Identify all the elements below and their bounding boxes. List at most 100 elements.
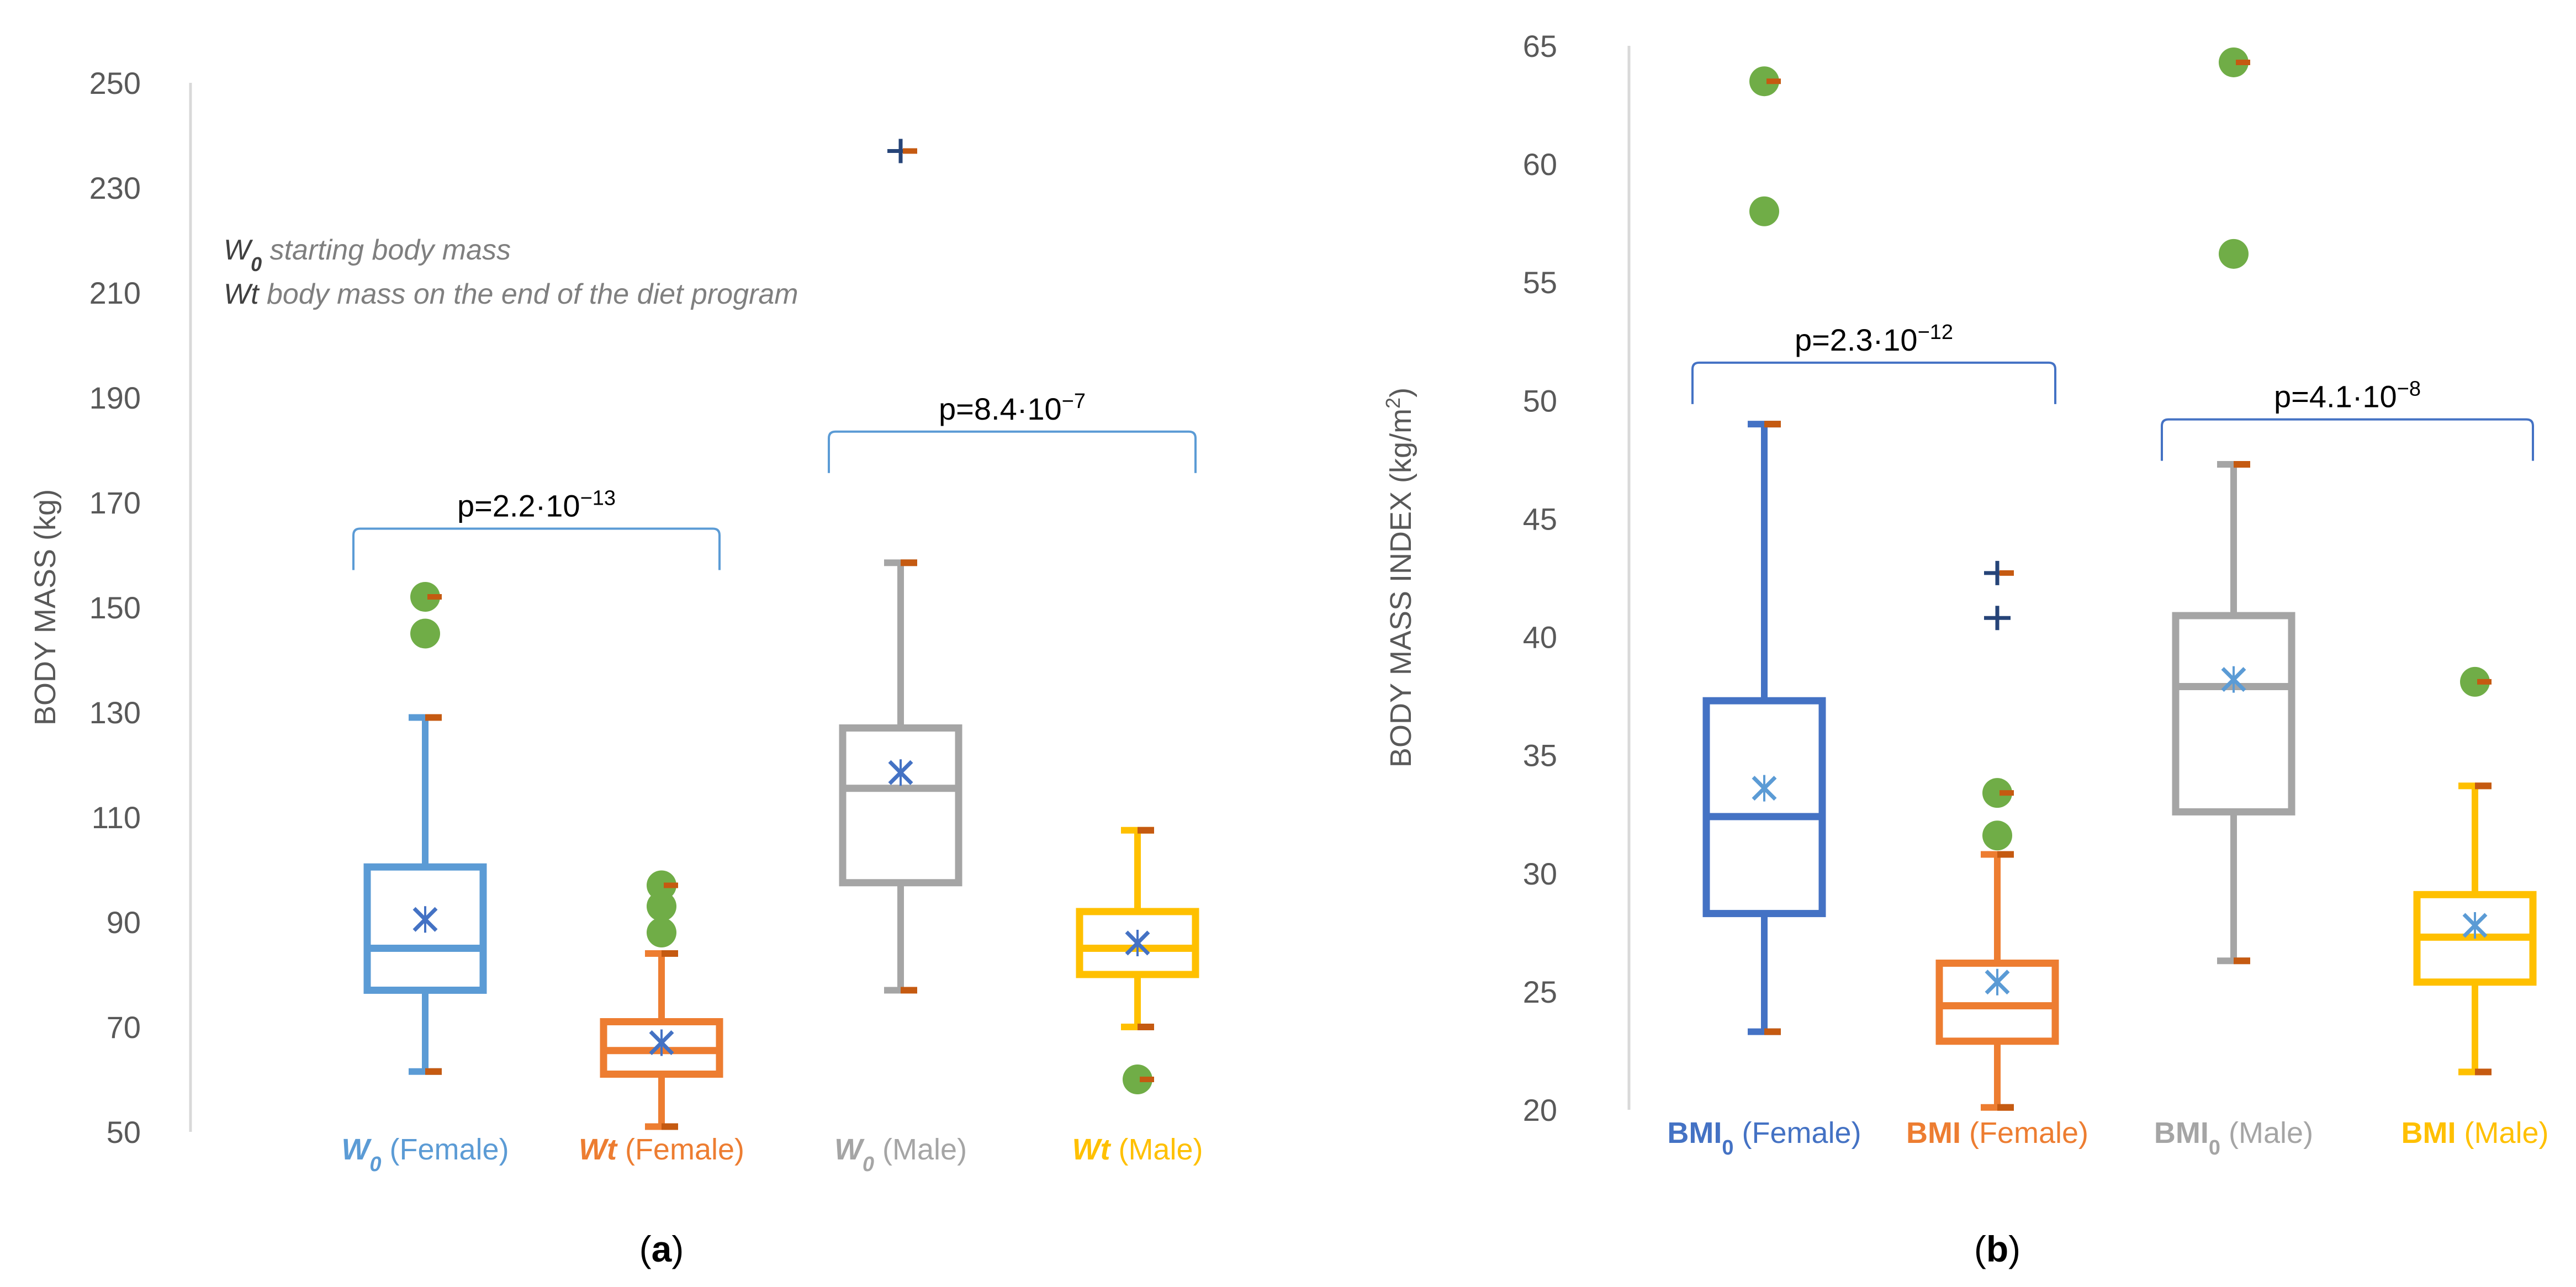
x-label-rest: (Female) bbox=[1734, 1116, 1861, 1150]
outlier-point bbox=[2219, 239, 2249, 269]
p-value-exponent: −7 bbox=[1062, 390, 1086, 413]
box-series: BMI (Male) bbox=[2402, 666, 2549, 1150]
legend-text: body mass on the end of the diet program bbox=[259, 278, 798, 310]
legend-text: starting body mass bbox=[262, 234, 511, 266]
x-label-sub: 0 bbox=[369, 1153, 381, 1176]
x-label-rest: (Male) bbox=[874, 1133, 967, 1166]
panel-a-body-mass: 50 70 90 110 130 150 170 190 210 230 250 BODY MASS … bbox=[29, 66, 1203, 1269]
x-label-rest: (Female) bbox=[382, 1133, 509, 1166]
y-tick-label: 55 bbox=[1523, 265, 1557, 300]
p-value-exponent: −12 bbox=[1918, 321, 1953, 344]
box-iqr bbox=[363, 863, 487, 994]
x-category-label: BMI0 (Male) bbox=[2154, 1116, 2313, 1159]
box-iqr bbox=[1076, 908, 1199, 978]
p-value-label: p=2.3·10−12 bbox=[1795, 321, 1953, 357]
box-iqr bbox=[2172, 612, 2295, 815]
outlier-point bbox=[410, 582, 440, 612]
y-tick-label: 60 bbox=[1523, 147, 1557, 182]
p-value-label: p=4.1·10−8 bbox=[2274, 378, 2421, 414]
outlier-point bbox=[1982, 820, 2012, 851]
legend-term: Wt bbox=[224, 278, 260, 310]
y-tick-label: 45 bbox=[1523, 501, 1557, 536]
y-tick-label: 35 bbox=[1523, 738, 1557, 773]
y-tick-label: 65 bbox=[1523, 29, 1557, 63]
p-value-exponent: −8 bbox=[2397, 378, 2421, 401]
x-category-label: BMI (Female) bbox=[1906, 1116, 2088, 1150]
y-tick-label: 40 bbox=[1523, 620, 1557, 655]
y-tick-label: 150 bbox=[89, 590, 141, 625]
box-series: Wt (Male) bbox=[1072, 827, 1203, 1166]
caption-close: ) bbox=[671, 1228, 684, 1269]
caption-open: ( bbox=[1974, 1228, 1986, 1269]
box-series: BMI0 (Female) bbox=[1667, 66, 1861, 1159]
y-axis-title-end: ) bbox=[1384, 388, 1417, 398]
p-value-text: p=2.3·10 bbox=[1795, 322, 1918, 357]
y-tick-label: 90 bbox=[107, 905, 141, 940]
outlier-point bbox=[647, 891, 676, 921]
x-label-term: BMI bbox=[2402, 1116, 2456, 1150]
box-series: W0 (Female) bbox=[341, 582, 509, 1176]
outlier-point bbox=[647, 918, 676, 947]
y-tick-label: 70 bbox=[107, 1010, 141, 1045]
panel-caption: (b) bbox=[1974, 1228, 2020, 1269]
p-value-text: p=4.1·10 bbox=[2274, 379, 2397, 414]
outlier-point bbox=[410, 618, 440, 649]
x-label-term: BMI bbox=[1906, 1116, 1961, 1150]
outlier-point bbox=[2460, 666, 2490, 697]
significance-bracket bbox=[2161, 418, 2534, 461]
x-category-label: BMI (Male) bbox=[2402, 1116, 2549, 1150]
box-series: W0 (Male) bbox=[834, 139, 967, 1176]
y-tick-label: 170 bbox=[89, 485, 141, 520]
x-category-label: BMI0 (Female) bbox=[1667, 1116, 1861, 1159]
outlier-point bbox=[1123, 1064, 1152, 1094]
y-axis-title-text: BODY MASS (kg) bbox=[29, 489, 62, 725]
y-tick-label: 230 bbox=[89, 171, 141, 205]
caption-close: ) bbox=[2008, 1228, 2020, 1269]
y-tick-label: 250 bbox=[89, 66, 141, 100]
y-tick-label: 130 bbox=[89, 695, 141, 730]
outlier-point bbox=[647, 870, 676, 901]
x-category-label: W0 (Male) bbox=[834, 1133, 967, 1176]
significance-bracket bbox=[828, 430, 1197, 473]
x-label-term: W bbox=[341, 1133, 372, 1166]
caption-letter: a bbox=[652, 1228, 673, 1269]
legend-line: W0 starting body mass bbox=[224, 234, 511, 276]
box-iqr bbox=[1702, 697, 1826, 918]
x-label-rest: (Male) bbox=[2456, 1116, 2548, 1150]
outlier-point bbox=[1749, 66, 1779, 97]
x-category-label: Wt (Female) bbox=[579, 1133, 744, 1166]
outlier-point bbox=[1749, 196, 1779, 226]
box-series: Wt (Female) bbox=[579, 870, 744, 1166]
x-label-rest: (Female) bbox=[617, 1133, 744, 1166]
caption-open: ( bbox=[639, 1228, 652, 1269]
x-label-term: W bbox=[834, 1133, 865, 1166]
p-value-exponent: −13 bbox=[580, 487, 616, 510]
x-category-label: Wt (Male) bbox=[1072, 1133, 1203, 1166]
significance-bracket bbox=[352, 527, 721, 570]
p-value-label: p=8.4·10−7 bbox=[939, 390, 1086, 426]
box-series: BMI (Female) bbox=[1906, 560, 2088, 1150]
y-axis-title: BODY MASS INDEX (kg/m2) bbox=[1382, 388, 1418, 767]
p-value-label: p=2.2·10−13 bbox=[457, 487, 616, 523]
p-value-text: p=2.2·10 bbox=[457, 489, 580, 523]
outlier-point bbox=[1982, 778, 2012, 808]
y-tick-label: 50 bbox=[1523, 383, 1557, 418]
outlier-point bbox=[2219, 47, 2249, 77]
x-label-rest: (Male) bbox=[2220, 1116, 2313, 1150]
caption-letter: b bbox=[1986, 1228, 2008, 1269]
x-label-rest: (Female) bbox=[1961, 1116, 2088, 1150]
y-axis-title: BODY MASS (kg) bbox=[29, 489, 62, 725]
y-tick-label: 210 bbox=[89, 276, 141, 310]
x-label-sub: 0 bbox=[1722, 1136, 1733, 1159]
y-axis-title-text: BODY MASS INDEX (kg/m bbox=[1384, 409, 1417, 767]
x-label-sub: 0 bbox=[2209, 1136, 2220, 1159]
x-category-label: W0 (Female) bbox=[341, 1133, 509, 1176]
y-axis-title-sup: 2 bbox=[1382, 398, 1404, 409]
legend-term: W bbox=[224, 234, 253, 266]
x-label-sub: 0 bbox=[863, 1153, 874, 1176]
y-tick-label: 20 bbox=[1523, 1093, 1557, 1127]
significance-bracket bbox=[1691, 361, 2056, 404]
p-value-text: p=8.4·10 bbox=[939, 391, 1062, 426]
